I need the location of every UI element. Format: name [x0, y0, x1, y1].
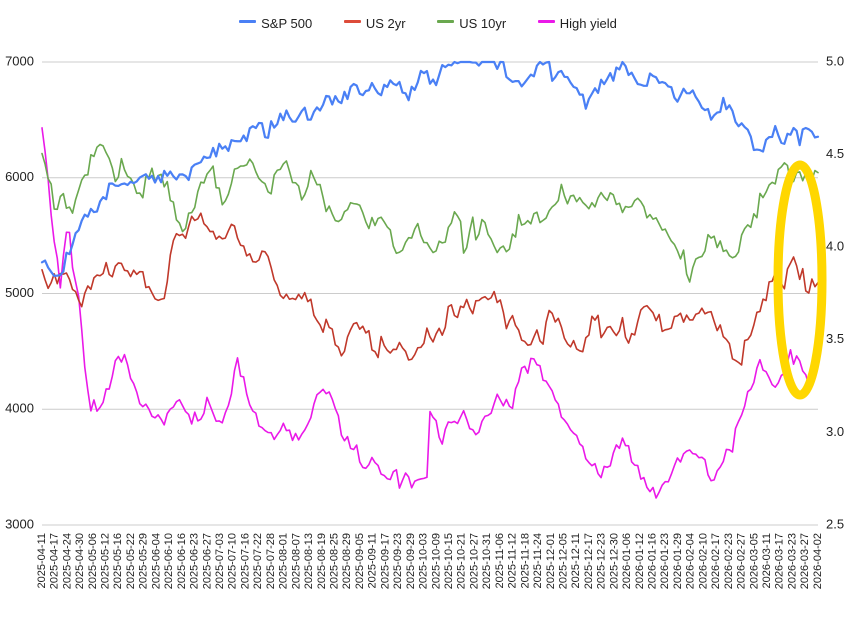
svg-text:2025-09-17: 2025-09-17 [379, 533, 391, 589]
svg-text:7000: 7000 [5, 53, 34, 68]
svg-text:2025-06-23: 2025-06-23 [189, 533, 201, 589]
svg-text:2025-12-01: 2025-12-01 [545, 533, 557, 589]
svg-text:2025-10-15: 2025-10-15 [443, 533, 455, 589]
svg-text:5000: 5000 [5, 285, 34, 300]
svg-text:2025-06-27: 2025-06-27 [201, 533, 213, 589]
svg-text:2025-12-11: 2025-12-11 [570, 533, 582, 588]
svg-text:2025-07-16: 2025-07-16 [239, 533, 251, 589]
svg-text:2025-12-17: 2025-12-17 [583, 533, 595, 589]
svg-text:2025-11-18: 2025-11-18 [519, 533, 531, 588]
svg-text:2025-10-09: 2025-10-09 [430, 533, 442, 589]
svg-text:2025-08-19: 2025-08-19 [316, 533, 328, 589]
svg-text:2025-07-28: 2025-07-28 [265, 533, 277, 589]
svg-text:2025-08-07: 2025-08-07 [290, 533, 302, 589]
svg-text:2026-02-23: 2026-02-23 [723, 533, 735, 589]
svg-text:2025-12-05: 2025-12-05 [557, 533, 569, 589]
svg-text:4000: 4000 [5, 401, 34, 416]
svg-text:2025-11-24: 2025-11-24 [532, 533, 544, 588]
svg-text:4.0: 4.0 [826, 239, 844, 254]
svg-text:2025-05-16: 2025-05-16 [112, 533, 124, 589]
svg-text:2025-07-10: 2025-07-10 [227, 533, 239, 589]
svg-text:2025-06-04: 2025-06-04 [150, 533, 162, 589]
svg-text:2025-10-21: 2025-10-21 [456, 533, 468, 589]
svg-text:2025-07-03: 2025-07-03 [214, 533, 226, 589]
svg-text:2026-02-10: 2026-02-10 [697, 533, 709, 589]
svg-text:2025-11-06: 2025-11-06 [494, 533, 506, 588]
svg-text:2025-07-22: 2025-07-22 [252, 533, 264, 589]
svg-text:2025-06-10: 2025-06-10 [163, 533, 175, 589]
svg-text:2026-01-16: 2026-01-16 [647, 533, 659, 589]
svg-text:2026-03-05: 2026-03-05 [748, 533, 760, 589]
svg-text:2026-01-29: 2026-01-29 [672, 533, 684, 589]
svg-text:2025-05-22: 2025-05-22 [125, 533, 137, 589]
svg-text:2026-02-17: 2026-02-17 [710, 533, 722, 589]
svg-text:2026-03-23: 2026-03-23 [786, 533, 798, 589]
svg-text:2025-04-11: 2025-04-11 [36, 533, 48, 588]
svg-text:2025-10-31: 2025-10-31 [481, 533, 493, 589]
svg-text:2025-04-17: 2025-04-17 [49, 533, 61, 589]
svg-text:2026-01-06: 2026-01-06 [621, 533, 633, 589]
svg-text:2025-09-23: 2025-09-23 [392, 533, 404, 589]
svg-text:2025-08-25: 2025-08-25 [328, 533, 340, 589]
svg-text:2026-03-17: 2026-03-17 [774, 533, 786, 589]
svg-text:2025-10-03: 2025-10-03 [418, 533, 430, 589]
svg-text:2025-09-05: 2025-09-05 [354, 533, 366, 589]
svg-text:2025-12-23: 2025-12-23 [596, 533, 608, 589]
svg-text:2026-01-23: 2026-01-23 [659, 533, 671, 589]
svg-text:2026-02-04: 2026-02-04 [685, 533, 697, 589]
svg-text:2025-08-13: 2025-08-13 [303, 533, 315, 589]
svg-text:5.0: 5.0 [826, 53, 844, 68]
svg-text:4.5: 4.5 [826, 146, 844, 161]
svg-text:2025-11-12: 2025-11-12 [507, 533, 519, 588]
svg-text:2025-05-29: 2025-05-29 [138, 533, 150, 589]
svg-text:2025-04-30: 2025-04-30 [74, 533, 86, 589]
svg-text:2025-08-01: 2025-08-01 [278, 533, 290, 589]
svg-text:2025-06-16: 2025-06-16 [176, 533, 188, 589]
svg-text:2026-03-27: 2026-03-27 [799, 533, 811, 589]
svg-text:3.0: 3.0 [826, 424, 844, 439]
svg-text:2026-01-12: 2026-01-12 [634, 533, 646, 589]
svg-text:2026-02-27: 2026-02-27 [736, 533, 748, 589]
svg-text:2026-03-11: 2026-03-11 [761, 533, 773, 588]
svg-text:3.5: 3.5 [826, 331, 844, 346]
svg-text:2025-10-27: 2025-10-27 [468, 533, 480, 589]
svg-text:2025-05-12: 2025-05-12 [100, 533, 112, 589]
svg-text:2.5: 2.5 [826, 516, 844, 531]
svg-text:2026-04-02: 2026-04-02 [812, 533, 824, 589]
svg-text:2025-05-06: 2025-05-06 [87, 533, 99, 589]
svg-text:2025-04-24: 2025-04-24 [61, 533, 73, 589]
svg-text:3000: 3000 [5, 516, 34, 531]
svg-text:2025-08-29: 2025-08-29 [341, 533, 353, 589]
svg-text:2025-09-11: 2025-09-11 [367, 533, 379, 588]
svg-text:2025-09-29: 2025-09-29 [405, 533, 417, 589]
svg-text:2025-12-30: 2025-12-30 [608, 533, 620, 589]
svg-text:6000: 6000 [5, 169, 34, 184]
